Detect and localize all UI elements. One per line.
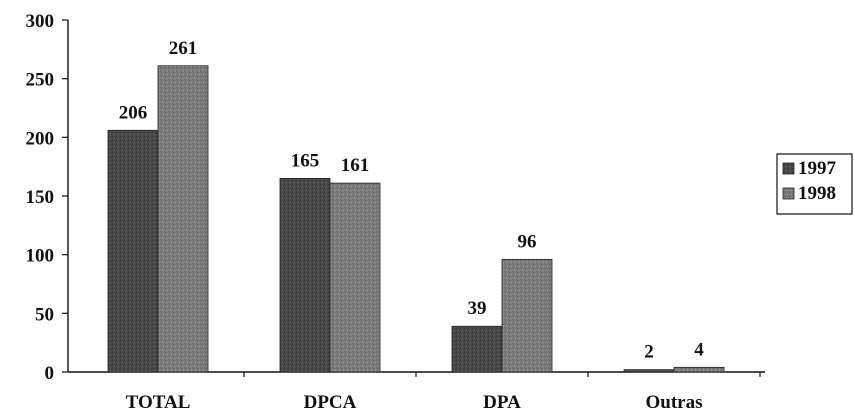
y-tick-label: 0 <box>45 363 55 384</box>
y-tick-label: 250 <box>26 70 55 91</box>
data-label: 261 <box>169 38 198 59</box>
data-labels: 206 165 39 2 261 161 96 4 <box>119 38 705 363</box>
y-axis: 0 50 100 150 200 250 300 <box>26 11 69 384</box>
data-label: 39 <box>468 298 487 319</box>
bar-1997-total <box>107 129 159 373</box>
category-label: DPCA <box>304 392 357 413</box>
bar-1998-outras <box>673 366 725 373</box>
category-label: TOTAL <box>126 392 191 413</box>
category-label: DPA <box>483 392 521 413</box>
legend-swatch-1997 <box>782 162 795 175</box>
data-label: 161 <box>341 155 370 176</box>
bar-1997-dpca <box>279 177 331 373</box>
legend-label-1998: 1998 <box>798 183 836 204</box>
data-label: 2 <box>644 342 654 363</box>
y-tick-label: 50 <box>35 304 54 325</box>
y-tick-label: 300 <box>26 11 55 32</box>
data-label: 4 <box>694 339 704 360</box>
y-tick-label: 150 <box>26 187 55 208</box>
bar-1997-outras <box>623 369 675 373</box>
y-tick-label: 100 <box>26 246 55 267</box>
bar-1998-dpca <box>329 182 381 373</box>
bar-1997-dpa <box>451 325 503 373</box>
data-label: 96 <box>518 231 537 252</box>
x-axis: TOTAL DPCA DPA Outras <box>68 371 765 413</box>
legend: 1997 1998 <box>776 153 853 215</box>
bars <box>107 65 725 373</box>
category-label: Outras <box>646 392 703 413</box>
data-label: 165 <box>291 150 320 171</box>
y-tick-label: 200 <box>26 128 55 149</box>
data-label: 206 <box>119 102 148 123</box>
legend-label-1997: 1997 <box>798 158 837 179</box>
bar-1998-dpa <box>501 258 553 373</box>
legend-swatch-1998 <box>782 187 795 200</box>
bar-1998-total <box>157 65 209 373</box>
